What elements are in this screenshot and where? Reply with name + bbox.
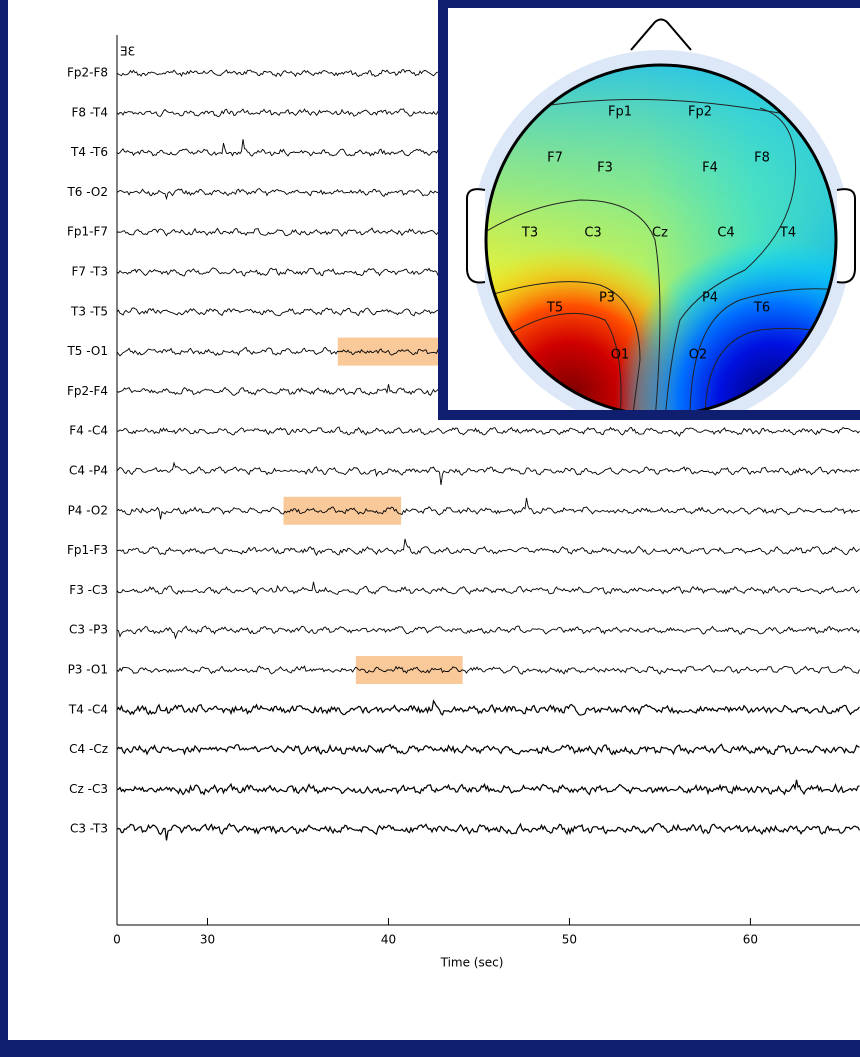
eeg-trace xyxy=(117,699,860,716)
x-tick-label: 40 xyxy=(381,933,396,947)
channel-label: F8 -T4 xyxy=(71,105,108,119)
channel-label: C4 -P4 xyxy=(69,464,108,478)
channel-label: C4 -Cz xyxy=(69,742,108,756)
eeg-trace xyxy=(117,625,860,640)
electrode-label: T5 xyxy=(546,301,563,316)
channel-label: T5 -O1 xyxy=(66,344,108,358)
channel-label: T3 -T5 xyxy=(70,304,108,318)
topomap-inset: Fp1 Fp2 F7 F3 F4 F8 T3 C3 Cz C4 T4 T5 P3 P4 T6 O1 O2 xyxy=(438,0,860,420)
electrode-label: O1 xyxy=(611,348,630,363)
eeg-trace xyxy=(117,538,860,557)
eeg-trace xyxy=(117,497,860,520)
electrode-label: C4 xyxy=(717,226,734,241)
eeg-trace xyxy=(117,581,860,595)
electrode-label: T6 xyxy=(753,301,770,316)
channel-label: P3 -O1 xyxy=(68,663,108,677)
electrode-label: P3 xyxy=(599,291,615,306)
left-ear xyxy=(465,188,486,284)
electrode-label: Fp1 xyxy=(608,105,632,120)
scale-label: ƎƐ xyxy=(120,45,135,59)
channel-label: Cz -C3 xyxy=(69,782,108,796)
channel-label: F7 -T3 xyxy=(71,265,108,279)
channel-label: F3 -C3 xyxy=(69,583,108,597)
channel-label: P4 -O2 xyxy=(68,503,108,517)
channel-label: T4 -C4 xyxy=(68,702,108,716)
channel-label: Fp1-F7 xyxy=(67,225,108,239)
eeg-trace xyxy=(117,822,860,841)
head-outline xyxy=(484,63,838,410)
channel-label: T4 -T6 xyxy=(70,145,108,159)
head-map: Fp1 Fp2 F7 F3 F4 F8 T3 C3 Cz C4 T4 T5 P3 P4 T6 O1 O2 xyxy=(486,65,836,410)
electrode-label: C3 xyxy=(584,226,601,241)
channel-label: Fp1-F3 xyxy=(67,543,108,557)
eeg-trace xyxy=(117,426,860,437)
electrode-label: Fp2 xyxy=(688,105,712,120)
nose xyxy=(630,18,692,51)
electrode-label: F7 xyxy=(547,151,563,166)
electrode-label: Cz xyxy=(652,226,668,241)
eeg-trace xyxy=(117,743,860,756)
channel-label: C3 -T3 xyxy=(70,822,108,836)
channel-label: F4 -C4 xyxy=(69,424,108,438)
right-ear xyxy=(836,188,857,284)
electrode-label: T4 xyxy=(779,226,796,241)
electrode-label: F3 xyxy=(597,161,613,176)
x-tick-label: 30 xyxy=(200,933,215,947)
x-axis-label: Time (sec) xyxy=(440,956,504,970)
axis-start-label: 0 xyxy=(113,933,121,947)
channel-label: Fp2-F4 xyxy=(67,384,108,398)
eeg-trace xyxy=(117,461,860,486)
electrode-label: F8 xyxy=(754,151,770,166)
x-tick-label: 60 xyxy=(743,933,758,947)
eeg-trace xyxy=(117,665,860,675)
eeg-trace xyxy=(117,779,860,796)
electrode-label: P4 xyxy=(702,291,718,306)
channel-label: Fp2-F8 xyxy=(67,66,108,80)
channel-label: C3 -P3 xyxy=(69,623,108,637)
electrode-label: O2 xyxy=(689,348,708,363)
electrode-label: F4 xyxy=(702,161,718,176)
electrode-label: T3 xyxy=(521,226,538,241)
x-tick-label: 50 xyxy=(562,933,577,947)
channel-label: T6 -O2 xyxy=(66,185,108,199)
